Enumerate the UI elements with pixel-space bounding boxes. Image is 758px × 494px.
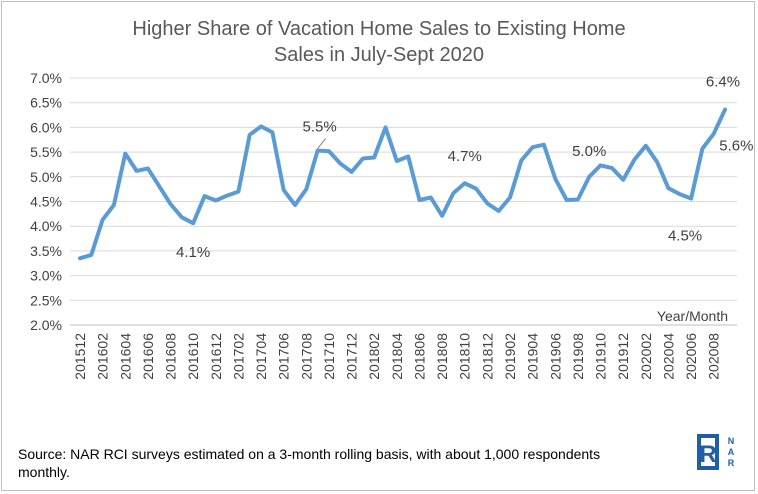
x-tick-label: 202004: [660, 333, 676, 380]
x-tick-label: 201708: [298, 333, 314, 380]
data-label: 4.7%: [448, 148, 482, 165]
x-tick-label: 201810: [457, 333, 473, 380]
data-label: 4.5%: [668, 228, 702, 245]
x-tick-label: 201602: [95, 333, 111, 380]
x-tick-label: 201604: [117, 333, 133, 380]
data-label: 6.4%: [706, 74, 740, 91]
x-tick-label: 201802: [366, 333, 382, 380]
x-tick-label: 201612: [208, 333, 224, 380]
y-tick-label: 5.5%: [30, 144, 62, 160]
y-tick-label: 5.0%: [30, 169, 62, 185]
x-tick-label: 202008: [706, 333, 722, 380]
x-tick-label: 201512: [72, 333, 88, 380]
x-tick-label: 201906: [547, 333, 563, 380]
y-tick-label: 6.0%: [30, 119, 62, 135]
chart-title: Higher Share of Vacation Home Sales to E…: [0, 16, 758, 68]
x-tick-label: 202006: [683, 333, 699, 380]
x-tick-label: 201912: [615, 333, 631, 380]
x-tick-label: 201910: [593, 333, 609, 380]
y-tick-label: 4.0%: [30, 218, 62, 234]
annotation-leader: [317, 138, 327, 149]
y-tick-label: 3.0%: [30, 268, 62, 284]
logo-letter: R: [699, 441, 716, 468]
x-tick-label: 201804: [389, 333, 405, 380]
x-tick-label: 201702: [230, 333, 246, 380]
nar-logo: R N A R: [697, 434, 741, 470]
x-tick-label: 201902: [502, 333, 518, 380]
x-axis-tick-labels: 201512 201602 201604 201606 201608 201610 2016…: [72, 333, 722, 380]
annotation-layer: 4.1% 5.5% 4.7% 5.0% 6.4% 5.6% 4.5%: [176, 74, 753, 262]
logo-text-n: N: [728, 436, 735, 446]
realtor-r-icon: R N A R: [697, 434, 735, 470]
x-tick-label: 201606: [140, 333, 156, 380]
data-label: 4.1%: [176, 244, 210, 261]
data-label: 5.5%: [303, 119, 337, 136]
x-tick-label: 201706: [276, 333, 292, 380]
gridlines: [70, 77, 737, 326]
x-tick-label: 201806: [411, 333, 427, 380]
y-tick-label: 6.5%: [30, 95, 62, 111]
x-tick-label: 202002: [638, 333, 654, 380]
series-line: [78, 107, 727, 261]
chart-title-line2: Sales in July-Sept 2020: [273, 44, 485, 66]
logo-text-a: A: [728, 447, 735, 457]
x-tick-label: 201608: [163, 333, 179, 380]
data-label: 5.0%: [572, 143, 606, 160]
y-tick-label: 3.5%: [30, 243, 62, 259]
x-tick-label: 201812: [479, 333, 495, 380]
logo-text-r: R: [728, 458, 735, 468]
series-layer: [78, 107, 727, 261]
x-tick-label: 201808: [434, 333, 450, 380]
x-tick-label: 201904: [525, 333, 541, 380]
x-tick-label: 201908: [570, 333, 586, 380]
y-tick-label: 7.0%: [30, 70, 62, 86]
y-tick-label: 2.0%: [30, 317, 62, 333]
data-label: 5.6%: [719, 138, 753, 155]
y-tick-label: 4.5%: [30, 194, 62, 210]
y-axis-tick-labels: 2.0% 2.5% 3.0% 3.5% 4.0% 4.5% 5.0% 5.5% 6.0% 6.5%…: [30, 70, 62, 333]
x-tick-label: 201610: [185, 333, 201, 380]
x-tick-label: 201704: [253, 333, 269, 380]
source-note: Source: NAR RCI surveys estimated on a 3…: [18, 446, 601, 480]
x-tick-label: 201710: [321, 333, 337, 380]
y-tick-label: 2.5%: [30, 292, 62, 308]
chart-title-line1: Higher Share of Vacation Home Sales to E…: [132, 18, 626, 40]
x-tick-label: 201712: [344, 333, 360, 380]
x-axis-label: Year/Month: [657, 308, 728, 324]
